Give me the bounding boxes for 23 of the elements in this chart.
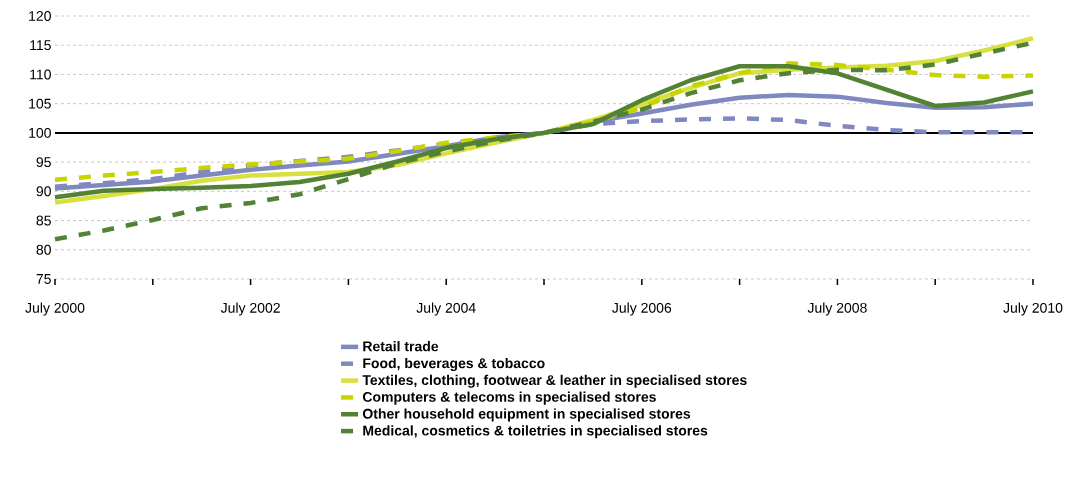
line-series: [52, 61, 1036, 182]
x-tick-label: July 2004: [416, 302, 476, 316]
legend-label: Computers & telecoms in specialised stores: [362, 391, 656, 405]
x-tick-label: July 2006: [612, 302, 672, 316]
legend-label: Food, beverages & tobacco: [363, 357, 545, 371]
legend-label: Textiles, clothing, footwear & leather in specialised stores: [362, 374, 747, 388]
y-tick-label: 80: [36, 244, 51, 255]
legend-label: Retail trade: [363, 341, 439, 352]
y-tick-label: 115: [30, 40, 51, 51]
y-tick-label: 75: [36, 274, 51, 284]
legend-label: Medical, cosmetics & toiletries in specialised stores: [363, 425, 708, 439]
legend-label: Other household equipment in specialised stores: [362, 408, 691, 422]
y-tick-label: 90: [36, 186, 51, 197]
x-tick-label: July 2000: [25, 302, 85, 316]
y-tick-label: 100: [29, 127, 51, 138]
y-tick-label: 120: [29, 11, 51, 21]
x-tick-label: July 2002: [220, 302, 280, 316]
x-tick-label: July 2008: [807, 302, 867, 316]
y-tick-label: 110: [30, 69, 51, 80]
x-tick-label: July 2010: [1003, 302, 1063, 316]
y-tick-label: 95: [36, 157, 51, 168]
y-tick-label: 85: [36, 215, 51, 226]
y-tick-label: 105: [29, 98, 51, 109]
